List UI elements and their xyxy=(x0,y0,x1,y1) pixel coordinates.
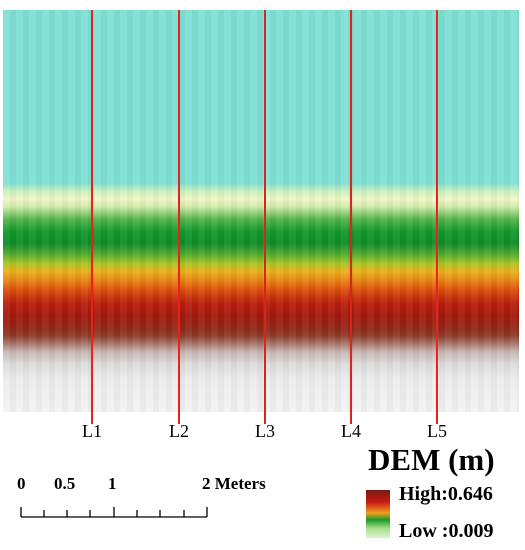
scale-bar xyxy=(20,507,208,518)
transect-label-l3: L3 xyxy=(255,421,275,441)
legend-color-ramp xyxy=(366,490,390,538)
transect-label-l4: L4 xyxy=(341,421,361,441)
legend-low-label: Low :0.009 xyxy=(399,520,494,542)
scale-label-2-meters: 2 Meters xyxy=(202,474,266,493)
transect-label-l1: L1 xyxy=(82,421,102,441)
transect-label-l5: L5 xyxy=(427,421,447,441)
scale-label-0-5: 0.5 xyxy=(54,474,76,493)
transect-lines xyxy=(91,10,438,424)
legend-high-label: High:0.646 xyxy=(399,483,493,505)
scale-label-0: 0 xyxy=(17,474,26,493)
scale-label-1: 1 xyxy=(108,474,117,493)
dem-raster-map xyxy=(3,10,519,412)
legend-title: DEM (m) xyxy=(368,442,495,477)
transect-label-l2: L2 xyxy=(169,421,189,441)
